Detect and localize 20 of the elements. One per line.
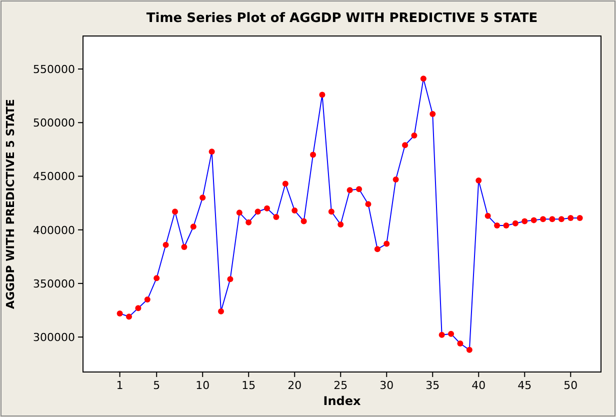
x-tick-label: 40: [472, 379, 486, 392]
y-tick-label: 450000: [33, 170, 75, 184]
chart-title: Time Series Plot of AGGDP WITH PREDICTIVE 5 STATE: [146, 11, 538, 26]
x-tick-label: 10: [196, 379, 210, 392]
y-tick-label: 300000: [33, 331, 75, 344]
y-tick-label: 350000: [33, 277, 75, 290]
y-axis-title: AGGDP WITH PREDICTIVE 5 STATE: [4, 99, 17, 309]
x-axis-title: Index: [323, 394, 361, 408]
x-tick-label: 5: [153, 379, 160, 392]
x-tick-label: 30: [380, 379, 394, 392]
x-tick-label: 35: [426, 379, 440, 392]
x-tick-label: 25: [334, 379, 348, 392]
x-tick-label: 1: [116, 379, 124, 392]
y-tick-label: 550000: [33, 63, 75, 76]
x-tick-label: 45: [518, 379, 532, 392]
x-tick-label: 50: [564, 379, 578, 392]
x-tick-label: 15: [242, 379, 256, 392]
y-tick-label: 500000: [33, 116, 75, 130]
x-tick-label: 20: [288, 379, 302, 392]
y-tick-label: 400000: [33, 224, 75, 237]
